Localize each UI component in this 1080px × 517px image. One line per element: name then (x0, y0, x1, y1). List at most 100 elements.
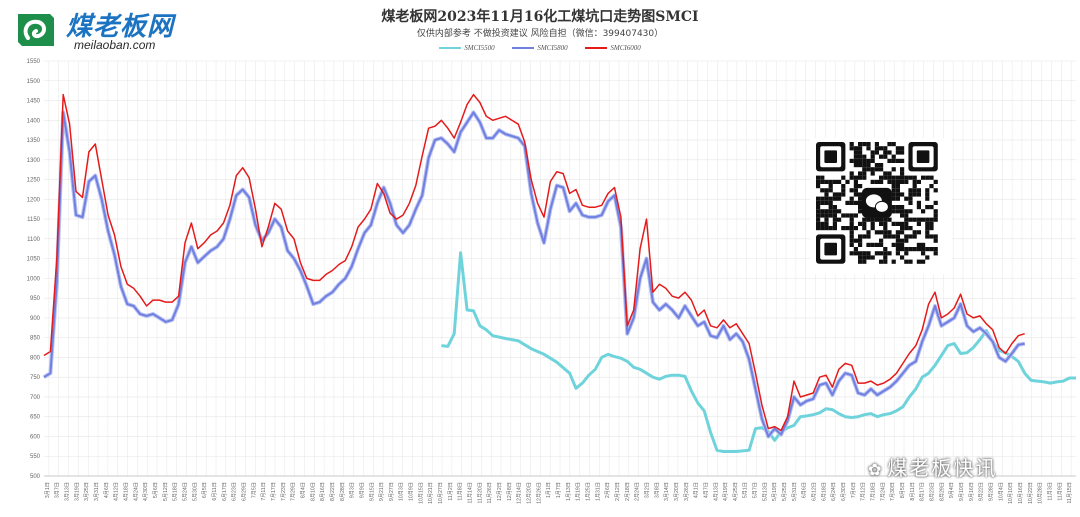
x-tick-label: 7月30日 (889, 482, 896, 501)
qr-module (908, 247, 913, 252)
qr-module (925, 196, 930, 201)
qr-module (828, 179, 833, 184)
qr-module (912, 247, 917, 252)
x-tick-label: 8月23日 (928, 482, 935, 501)
y-tick-label: 1550 (27, 59, 41, 65)
x-tick-label: 4月30日 (142, 482, 149, 501)
qr-module (900, 242, 905, 247)
x-tick-label: 2月6日 (604, 482, 611, 498)
qr-module (879, 238, 884, 243)
qr-module (837, 217, 842, 222)
qr-module (849, 242, 854, 247)
qr-module (883, 146, 888, 151)
qr-module (862, 154, 867, 159)
qr-module (858, 171, 863, 176)
x-tick-label: 9月16日 (968, 482, 975, 501)
qr-module (925, 230, 930, 235)
qr-module (816, 209, 821, 214)
qr-module (929, 205, 934, 210)
qr-module (887, 150, 892, 155)
qr-module (858, 184, 863, 189)
legend-label-smci5500: SMCI5500 (464, 44, 495, 52)
x-tick-label: 1月13日 (565, 482, 572, 501)
qr-module (832, 179, 837, 184)
qr-module (891, 179, 896, 184)
x-tick-label: 10月4日 (997, 482, 1004, 501)
qr-module (933, 188, 938, 193)
qr-module (866, 142, 871, 147)
legend-label-smci5800: SMCI5800 (537, 44, 568, 52)
x-tick-label: 1月1日 (545, 482, 552, 498)
qr-module (904, 238, 909, 243)
qr-module (891, 142, 896, 147)
qr-module (874, 230, 879, 235)
qr-finder-core (824, 150, 837, 163)
qr-module (870, 167, 875, 172)
qr-module (828, 226, 833, 231)
qr-module (929, 247, 934, 252)
x-tick-label: 8月22日 (329, 482, 336, 501)
qr-module (853, 163, 858, 168)
qr-module (895, 242, 900, 247)
qr-module (895, 234, 900, 239)
qr-module (921, 251, 926, 256)
qr-module (904, 259, 909, 264)
x-tick-label: 4月19日 (722, 482, 729, 501)
y-tick-label: 1250 (27, 178, 41, 184)
qr-module (858, 205, 863, 210)
x-tick-label: 1月7日 (555, 482, 562, 498)
y-tick-label: 700 (30, 395, 41, 401)
x-tick-label: 5月1日 (742, 482, 749, 498)
qr-module (870, 158, 875, 163)
qr-module (912, 184, 917, 189)
x-tick-label: 12月8日 (506, 482, 513, 501)
qr-module (858, 200, 863, 205)
qr-module (858, 255, 863, 260)
qr-module (904, 213, 909, 218)
x-tick-label: 1月31日 (594, 482, 601, 501)
x-tick-label: 11月15日 (1066, 482, 1073, 504)
x-tick-label: 5月31日 (791, 482, 798, 501)
qr-module (900, 213, 905, 218)
qr-module (921, 242, 926, 247)
qr-module (904, 217, 909, 222)
qr-module (904, 209, 909, 214)
qr-module (904, 179, 909, 184)
site-logo: 煤老板网 meilaoban.com (14, 6, 214, 52)
qr-module (900, 158, 905, 163)
x-tick-label: 4月13日 (712, 482, 719, 501)
x-tick-label: 1月25日 (584, 482, 591, 501)
qr-module (929, 221, 934, 226)
series-line-smci5800 (43, 111, 1025, 438)
x-tick-label: 7月23日 (280, 482, 287, 501)
x-tick-label: 8月5日 (899, 482, 906, 498)
qr-module (853, 184, 858, 189)
wechat-icon: ✿ (868, 460, 884, 479)
x-tick-label: 5月6日 (152, 482, 159, 498)
qr-module (908, 209, 913, 214)
qr-module (870, 154, 875, 159)
x-tick-label: 4月18日 (123, 482, 130, 501)
qr-module (853, 188, 858, 193)
qr-module (887, 251, 892, 256)
x-tick-label: 3月25日 (83, 482, 90, 501)
qr-module (895, 247, 900, 252)
x-tick-label: 6月11日 (211, 482, 218, 501)
legend-label-smci6000: SMCI6000 (610, 44, 641, 52)
qr-module (858, 192, 863, 197)
y-tick-label: 600 (30, 434, 41, 440)
qr-module (853, 247, 858, 252)
y-tick-label: 1500 (27, 79, 41, 85)
qr-module (904, 221, 909, 226)
qr-module (832, 226, 837, 231)
qr-module (900, 255, 905, 260)
x-tick-label: 5月18日 (172, 482, 179, 501)
y-tick-label: 550 (30, 454, 41, 460)
x-tick-label: 10月9日 (408, 482, 415, 501)
x-tick-label: 11月8日 (457, 482, 464, 501)
x-tick-label: 11月9日 (1056, 482, 1063, 501)
qr-module (845, 200, 850, 205)
qr-module (862, 171, 867, 176)
qr-module (887, 217, 892, 222)
